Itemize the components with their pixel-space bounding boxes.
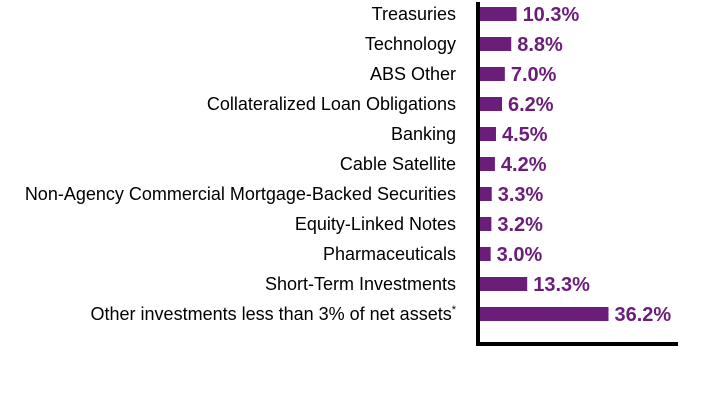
bar <box>480 67 505 81</box>
footnote-mark: * <box>452 304 457 316</box>
value-labels-layer: 10.3% 8.8% 7.0% 6.2% 4.5% 4.2% 3.3% 3.2% 3.0% 13.… <box>497 4 672 326</box>
category-label: Cable Satellite <box>340 154 456 174</box>
category-label: Banking <box>391 124 456 144</box>
bar <box>480 307 609 321</box>
bars-layer <box>480 7 609 321</box>
category-label: Non-Agency Commercial Mortgage-Backed Se… <box>25 184 456 204</box>
bar <box>480 217 492 231</box>
category-label: ABS Other <box>370 64 456 84</box>
value-label: 3.0% <box>497 244 543 266</box>
category-label: Technology <box>365 34 456 54</box>
value-label: 13.3% <box>533 274 590 296</box>
category-label: Pharmaceuticals <box>323 244 456 264</box>
category-label: Collateralized Loan Obligations <box>207 94 456 114</box>
value-label: 3.3% <box>498 184 544 206</box>
category-labels-layer: Treasuries Technology ABS Other Collaterali… <box>25 4 457 324</box>
value-label: 3.2% <box>497 214 543 236</box>
value-label: 7.0% <box>511 64 557 86</box>
category-label: Treasuries <box>372 4 456 24</box>
bar <box>480 37 512 51</box>
category-label: Short-Term Investments <box>265 274 456 294</box>
bar <box>480 97 503 111</box>
category-label: Other investments less than 3% of net as… <box>91 304 457 324</box>
bar <box>480 247 491 261</box>
value-label: 6.2% <box>508 94 554 116</box>
value-label: 10.3% <box>523 4 580 26</box>
bar <box>480 277 528 291</box>
value-label: 36.2% <box>615 304 672 326</box>
bar <box>480 187 492 201</box>
value-label: 4.2% <box>501 154 547 176</box>
value-label: 8.8% <box>517 34 563 56</box>
bar <box>480 127 496 141</box>
value-label: 4.5% <box>502 124 548 146</box>
category-label: Equity-Linked Notes <box>295 214 456 234</box>
bar <box>480 7 517 21</box>
bar <box>480 157 495 171</box>
